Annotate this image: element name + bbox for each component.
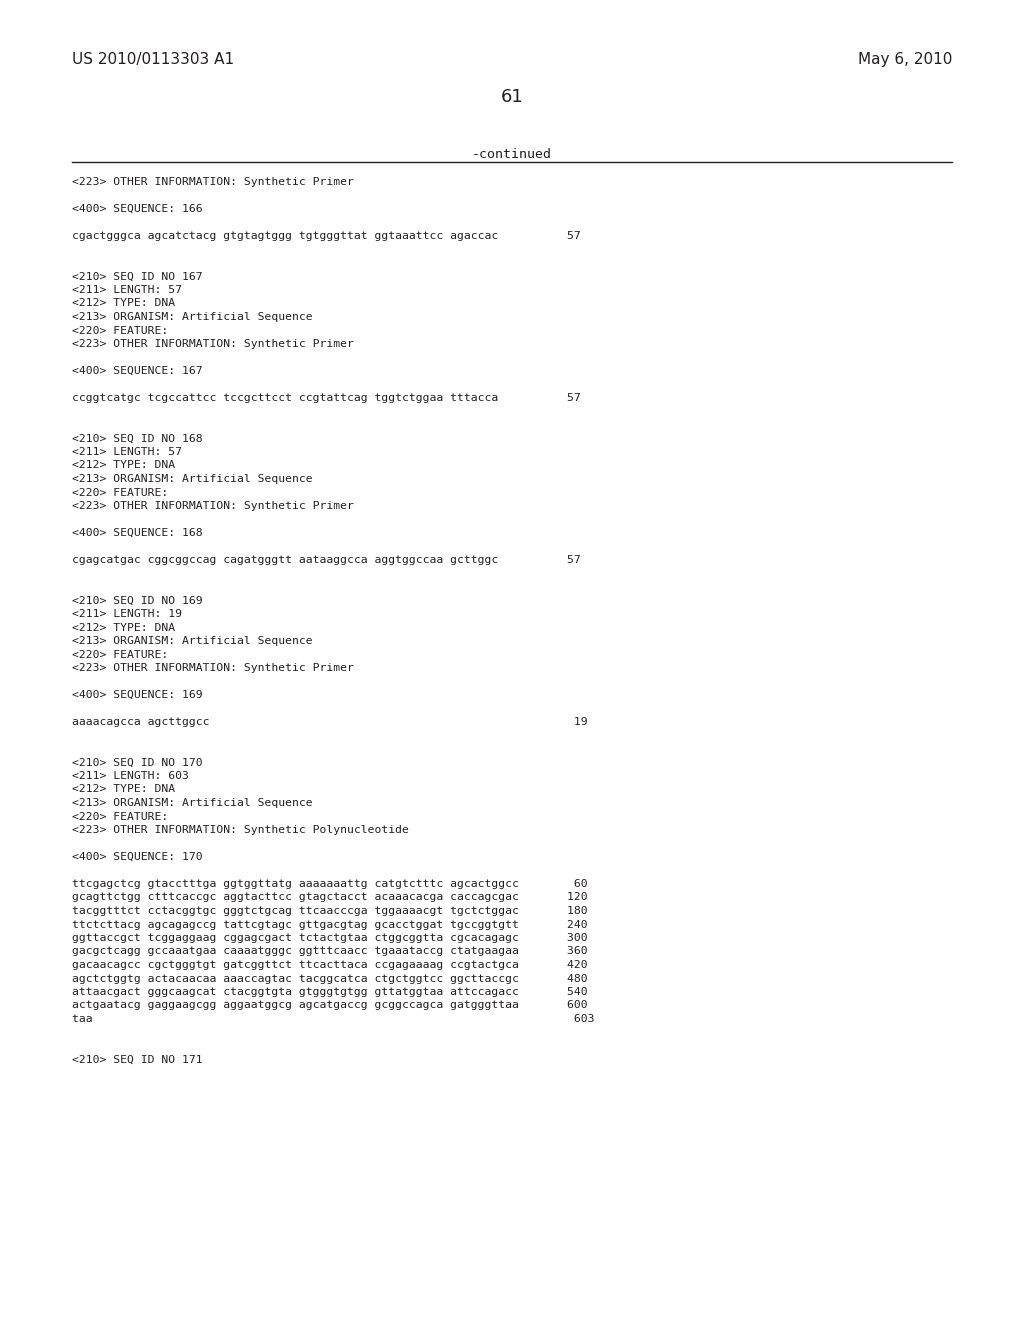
Text: <211> LENGTH: 603: <211> LENGTH: 603	[72, 771, 188, 781]
Text: <223> OTHER INFORMATION: Synthetic Primer: <223> OTHER INFORMATION: Synthetic Prime…	[72, 177, 354, 187]
Text: ttcgagctcg gtacctttga ggtggttatg aaaaaaattg catgtctttc agcactggcc        60: ttcgagctcg gtacctttga ggtggttatg aaaaaaa…	[72, 879, 588, 888]
Text: <223> OTHER INFORMATION: Synthetic Polynucleotide: <223> OTHER INFORMATION: Synthetic Polyn…	[72, 825, 409, 836]
Text: May 6, 2010: May 6, 2010	[858, 51, 952, 67]
Text: agctctggtg actacaacaa aaaccagtac tacggcatca ctgctggtcc ggcttaccgc       480: agctctggtg actacaacaa aaaccagtac tacggca…	[72, 974, 588, 983]
Text: -continued: -continued	[472, 148, 552, 161]
Text: <213> ORGANISM: Artificial Sequence: <213> ORGANISM: Artificial Sequence	[72, 474, 312, 484]
Text: cgactgggca agcatctacg gtgtagtggg tgtgggttat ggtaaattcc agaccac          57: cgactgggca agcatctacg gtgtagtggg tgtgggt…	[72, 231, 581, 242]
Text: tacggtttct cctacggtgc gggtctgcag ttcaacccga tggaaaacgt tgctctggac       180: tacggtttct cctacggtgc gggtctgcag ttcaacc…	[72, 906, 588, 916]
Text: actgaatacg gaggaagcgg aggaatggcg agcatgaccg gcggccagca gatgggttaa       600: actgaatacg gaggaagcgg aggaatggcg agcatga…	[72, 1001, 588, 1011]
Text: <400> SEQUENCE: 170: <400> SEQUENCE: 170	[72, 851, 203, 862]
Text: <212> TYPE: DNA: <212> TYPE: DNA	[72, 461, 175, 470]
Text: cgagcatgac cggcggccag cagatgggtt aataaggcca aggtggccaa gcttggc          57: cgagcatgac cggcggccag cagatgggtt aataagg…	[72, 554, 581, 565]
Text: <220> FEATURE:: <220> FEATURE:	[72, 326, 168, 335]
Text: <223> OTHER INFORMATION: Synthetic Primer: <223> OTHER INFORMATION: Synthetic Prime…	[72, 663, 354, 673]
Text: <210> SEQ ID NO 170: <210> SEQ ID NO 170	[72, 758, 203, 767]
Text: attaacgact gggcaagcat ctacggtgta gtgggtgtgg gttatggtaa attccagacc       540: attaacgact gggcaagcat ctacggtgta gtgggtg…	[72, 987, 588, 997]
Text: <400> SEQUENCE: 167: <400> SEQUENCE: 167	[72, 366, 203, 376]
Text: <213> ORGANISM: Artificial Sequence: <213> ORGANISM: Artificial Sequence	[72, 799, 312, 808]
Text: <212> TYPE: DNA: <212> TYPE: DNA	[72, 784, 175, 795]
Text: <211> LENGTH: 57: <211> LENGTH: 57	[72, 285, 182, 294]
Text: <210> SEQ ID NO 169: <210> SEQ ID NO 169	[72, 595, 203, 606]
Text: gacaacagcc cgctgggtgt gatcggttct ttcacttaca ccgagaaaag ccgtactgca       420: gacaacagcc cgctgggtgt gatcggttct ttcactt…	[72, 960, 588, 970]
Text: ccggtcatgc tcgccattcc tccgcttcct ccgtattcag tggtctggaa tttacca          57: ccggtcatgc tcgccattcc tccgcttcct ccgtatt…	[72, 393, 581, 403]
Text: taa                                                                      603: taa 603	[72, 1014, 595, 1024]
Text: <210> SEQ ID NO 171: <210> SEQ ID NO 171	[72, 1055, 203, 1064]
Text: <213> ORGANISM: Artificial Sequence: <213> ORGANISM: Artificial Sequence	[72, 312, 312, 322]
Text: <212> TYPE: DNA: <212> TYPE: DNA	[72, 298, 175, 309]
Text: <220> FEATURE:: <220> FEATURE:	[72, 812, 168, 821]
Text: <211> LENGTH: 19: <211> LENGTH: 19	[72, 609, 182, 619]
Text: <400> SEQUENCE: 166: <400> SEQUENCE: 166	[72, 205, 203, 214]
Text: ggttaccgct tcggaggaag cggagcgact tctactgtaa ctggcggtta cgcacagagc       300: ggttaccgct tcggaggaag cggagcgact tctactg…	[72, 933, 588, 942]
Text: 61: 61	[501, 88, 523, 106]
Text: <220> FEATURE:: <220> FEATURE:	[72, 649, 168, 660]
Text: <210> SEQ ID NO 167: <210> SEQ ID NO 167	[72, 272, 203, 281]
Text: <400> SEQUENCE: 169: <400> SEQUENCE: 169	[72, 690, 203, 700]
Text: aaaacagcca agcttggcc                                                     19: aaaacagcca agcttggcc 19	[72, 717, 588, 727]
Text: <220> FEATURE:: <220> FEATURE:	[72, 487, 168, 498]
Text: <400> SEQUENCE: 168: <400> SEQUENCE: 168	[72, 528, 203, 539]
Text: <211> LENGTH: 57: <211> LENGTH: 57	[72, 447, 182, 457]
Text: <212> TYPE: DNA: <212> TYPE: DNA	[72, 623, 175, 632]
Text: US 2010/0113303 A1: US 2010/0113303 A1	[72, 51, 234, 67]
Text: <223> OTHER INFORMATION: Synthetic Primer: <223> OTHER INFORMATION: Synthetic Prime…	[72, 339, 354, 348]
Text: <223> OTHER INFORMATION: Synthetic Primer: <223> OTHER INFORMATION: Synthetic Prime…	[72, 502, 354, 511]
Text: ttctcttacg agcagagccg tattcgtagc gttgacgtag gcacctggat tgccggtgtt       240: ttctcttacg agcagagccg tattcgtagc gttgacg…	[72, 920, 588, 929]
Text: gacgctcagg gccaaatgaa caaaatgggc ggtttcaacc tgaaataccg ctatgaagaa       360: gacgctcagg gccaaatgaa caaaatgggc ggtttca…	[72, 946, 588, 957]
Text: <210> SEQ ID NO 168: <210> SEQ ID NO 168	[72, 433, 203, 444]
Text: <213> ORGANISM: Artificial Sequence: <213> ORGANISM: Artificial Sequence	[72, 636, 312, 645]
Text: gcagttctgg ctttcaccgc aggtacttcc gtagctacct acaaacacga caccagcgac       120: gcagttctgg ctttcaccgc aggtacttcc gtagcta…	[72, 892, 588, 903]
